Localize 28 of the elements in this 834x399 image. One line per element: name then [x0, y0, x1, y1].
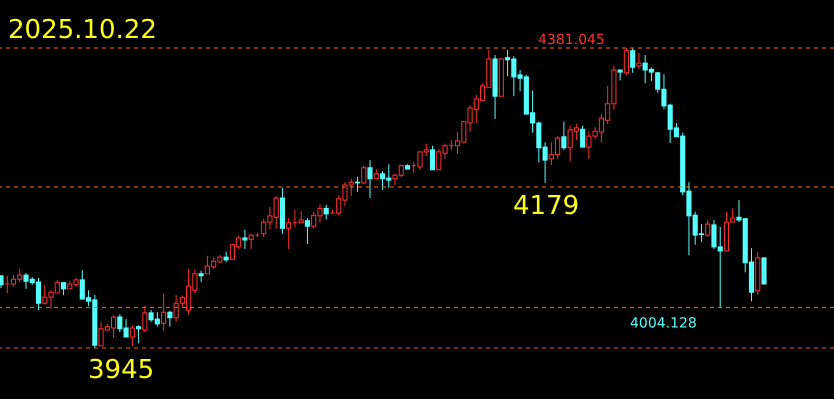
candlestick	[142, 306, 148, 333]
candlestick	[167, 310, 172, 328]
candlestick	[374, 168, 379, 180]
candlestick	[130, 324, 135, 346]
candlestick	[367, 160, 373, 199]
candlestick	[224, 251, 229, 262]
candlestick	[580, 125, 586, 148]
ref-line-label: 4179	[513, 191, 580, 222]
candlestick	[361, 165, 366, 185]
chart-title: 2025.10.22	[8, 15, 157, 45]
candlestick	[60, 281, 66, 296]
candlestick	[136, 324, 142, 344]
candlestick	[624, 48, 629, 76]
ref-line-label: 4381.045	[538, 32, 605, 48]
candlestick	[198, 270, 204, 282]
candlestick	[630, 48, 636, 74]
candlestick	[324, 204, 329, 220]
ref-line-label: 4004.128	[630, 315, 697, 332]
ref-line-label: 3945	[88, 355, 154, 385]
candlestick	[636, 52, 642, 70]
candlestick	[161, 293, 166, 332]
candlestick	[248, 233, 254, 250]
candlestick	[242, 229, 248, 250]
candlestick	[705, 220, 710, 238]
candlestick	[430, 145, 436, 170]
candlestick	[304, 217, 310, 245]
candlestick	[354, 176, 360, 192]
candlestick	[561, 121, 566, 150]
